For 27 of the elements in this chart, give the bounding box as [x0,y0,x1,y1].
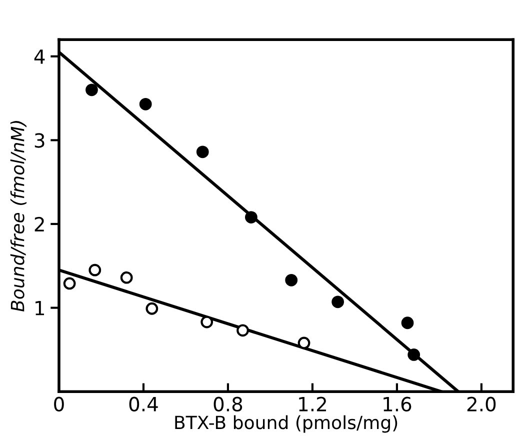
point [298,336,310,350]
x-tick-label: 1.2 [299,396,326,412]
point [146,302,158,315]
y-tick-label: 4 [34,50,45,64]
y-tick-label: 3 [34,133,44,148]
point [332,296,344,308]
point [408,348,420,361]
point [63,277,76,290]
point [120,271,133,284]
point [401,316,414,330]
point [245,211,258,224]
y-axis-title: Bound/free (fmol/nM) [10,121,26,312]
x-tick-label: 2.0 [467,396,496,412]
point [236,324,249,337]
x-tick-label: 1.6 [384,396,412,412]
y-tick-label: 1 [36,301,44,316]
x-tick-label: 0 [54,396,64,412]
x-tick-label: 0.4 [129,396,158,412]
x-tick-label: 0.8 [214,396,242,412]
point [285,274,298,286]
point [196,146,209,158]
y-tick-label: 2 [34,216,44,232]
point [86,84,98,96]
point [139,98,152,110]
x-axis-title: BTX-B bound (pmols/mg) [175,415,398,433]
point [88,264,102,276]
point [200,316,214,328]
